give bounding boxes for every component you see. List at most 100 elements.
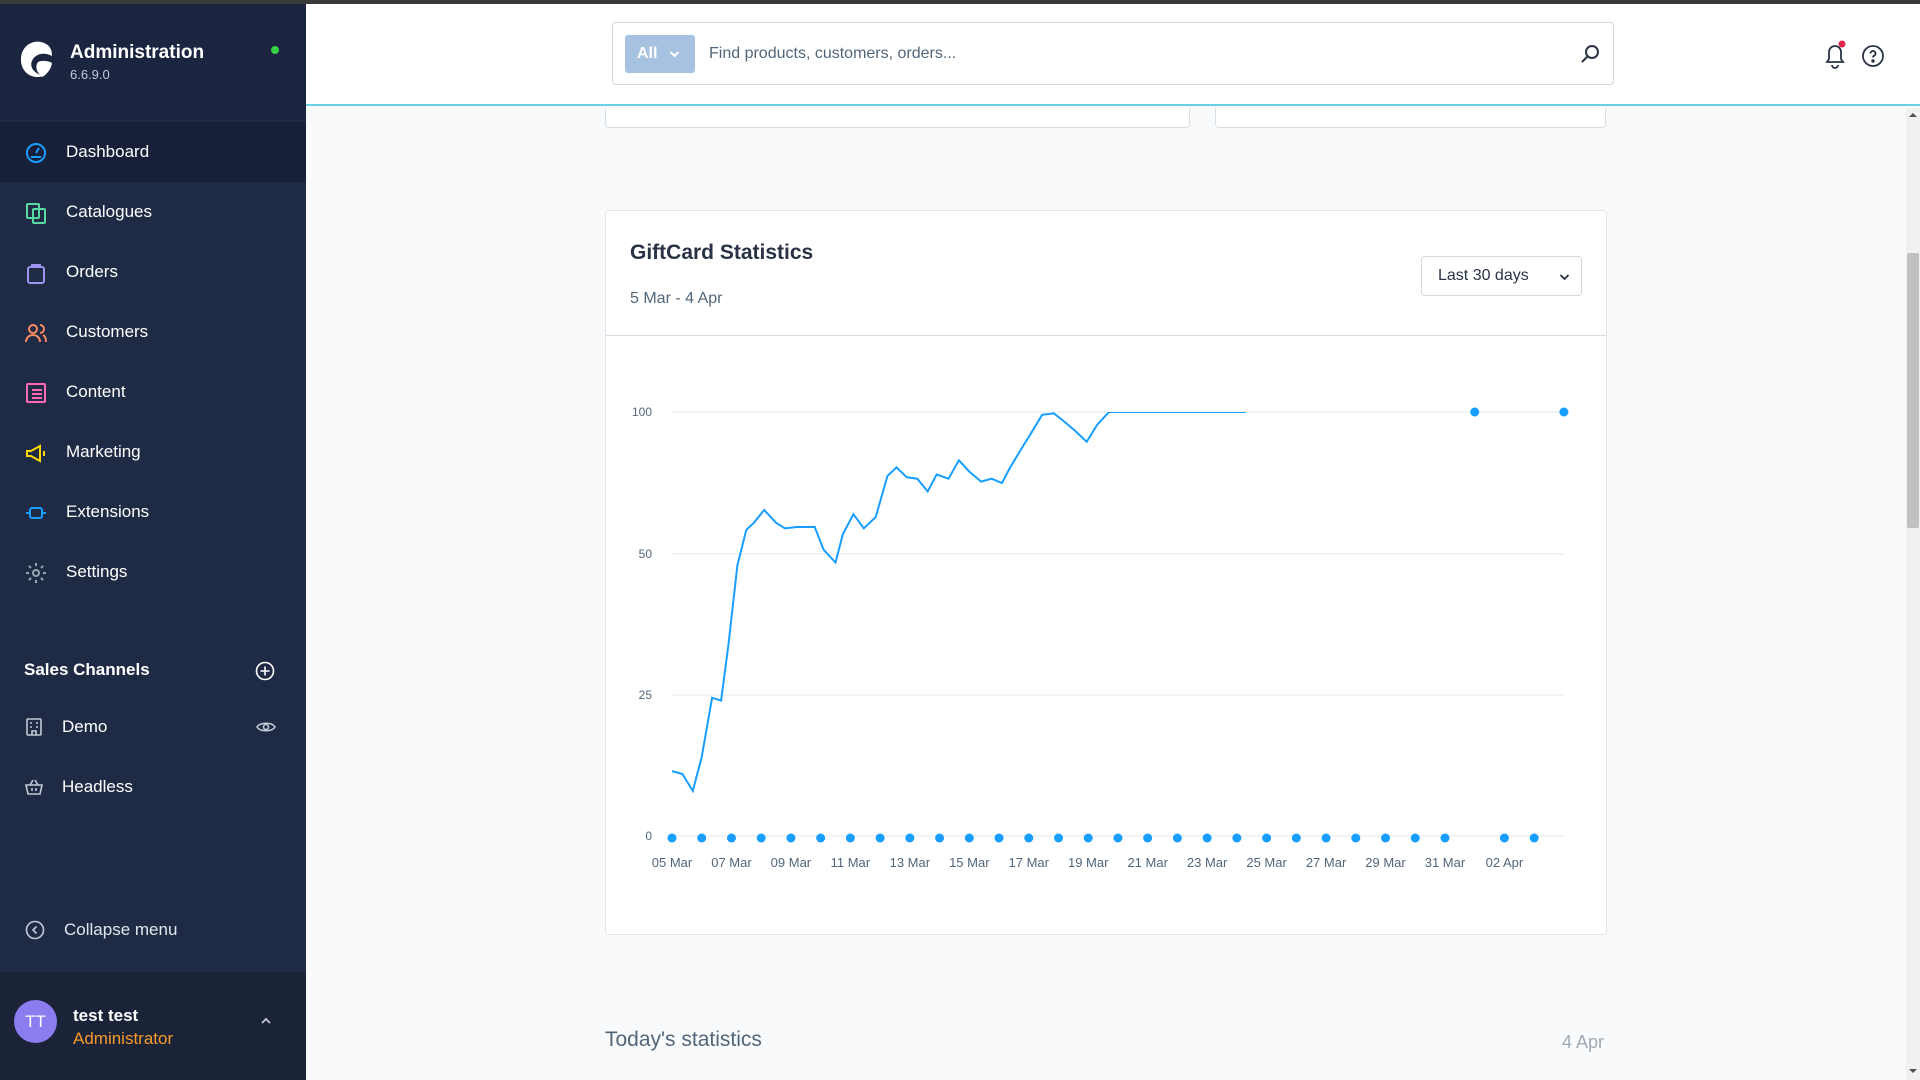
- y-tick-label: 100: [632, 405, 652, 419]
- nav-item-content[interactable]: Content: [0, 362, 306, 422]
- x-tick-label: 05 Mar: [652, 855, 693, 870]
- catalogue-icon: [26, 203, 46, 224]
- range-select-value: Last 30 days: [1438, 267, 1529, 284]
- data-point: [994, 833, 1004, 843]
- nav-item-label: Settings: [66, 562, 128, 581]
- data-point: [816, 833, 826, 843]
- online-status-dot: [271, 46, 279, 54]
- x-tick-label: 17 Mar: [1009, 855, 1050, 870]
- x-tick-label: 13 Mar: [890, 855, 931, 870]
- search-input[interactable]: [709, 35, 1549, 73]
- nav-item-customers[interactable]: Customers: [0, 302, 306, 362]
- data-point: [1083, 833, 1093, 843]
- search-type-dropdown[interactable]: All: [625, 35, 695, 73]
- user-menu[interactable]: TT test test Administrator: [0, 972, 306, 1080]
- data-point: [1529, 833, 1539, 843]
- nav-item-dashboard[interactable]: Dashboard: [0, 122, 306, 182]
- data-point: [1202, 833, 1212, 843]
- data-point: [1559, 407, 1569, 417]
- data-point: [1321, 833, 1331, 843]
- data-point: [1113, 833, 1123, 843]
- y-tick-label: 50: [639, 547, 653, 561]
- main-nav: Dashboard Catalogues Orders Customers Co…: [0, 122, 306, 602]
- help-icon[interactable]: [1861, 44, 1885, 68]
- chevron-down-icon: [1559, 274, 1570, 281]
- brand-version: 6.6.9.0: [70, 67, 110, 82]
- y-tick-label: 25: [639, 688, 653, 702]
- sales-channel-headless[interactable]: Headless: [0, 762, 306, 812]
- collapse-menu-button[interactable]: Collapse menu: [0, 905, 306, 955]
- x-tick-label: 21 Mar: [1127, 855, 1168, 870]
- card-header: GiftCard Statistics 5 Mar - 4 Apr Last 3…: [606, 211, 1606, 336]
- page-scrollbar-thumb[interactable]: [1907, 253, 1919, 528]
- user-name: test test: [73, 1006, 139, 1025]
- nav-item-orders[interactable]: Orders: [0, 242, 306, 302]
- eye-icon[interactable]: [256, 719, 276, 735]
- data-point: [1470, 407, 1480, 417]
- orders-icon: [27, 264, 45, 284]
- add-sales-channel-icon[interactable]: [255, 661, 275, 681]
- content-icon: [26, 383, 46, 403]
- nav-item-label: Extensions: [66, 502, 150, 521]
- previous-card-right: [1215, 108, 1606, 128]
- brand-title: Administration: [70, 42, 205, 63]
- data-point: [667, 833, 677, 843]
- settings-icon: [26, 563, 46, 583]
- customers-icon: [25, 324, 47, 343]
- x-tick-label: 19 Mar: [1068, 855, 1109, 870]
- data-point: [697, 833, 707, 843]
- user-role: Administrator: [73, 1029, 174, 1048]
- nav-item-marketing[interactable]: Marketing: [0, 422, 306, 482]
- sales-channels-header: Sales Channels: [24, 660, 150, 679]
- basket-icon: [25, 779, 43, 795]
- data-point: [1351, 833, 1361, 843]
- shopware-logo-icon: [20, 41, 52, 78]
- x-tick-label: 02 Apr: [1486, 855, 1524, 870]
- series-line: [671, 412, 1246, 794]
- data-point: [756, 833, 766, 843]
- avatar: TT: [14, 1000, 57, 1043]
- chevron-down-icon: [669, 51, 680, 58]
- today-statistics-date: 4 Apr: [1562, 1032, 1605, 1052]
- data-point: [1172, 833, 1182, 843]
- nav-item-label: Customers: [66, 322, 149, 341]
- data-point: [1410, 833, 1420, 843]
- sales-channel-label: Headless: [62, 777, 133, 796]
- collapse-menu-label: Collapse menu: [64, 920, 178, 939]
- sales-channel-demo[interactable]: Demo: [0, 702, 306, 752]
- range-select[interactable]: Last 30 days: [1421, 256, 1582, 296]
- dashboard-icon: [26, 143, 46, 163]
- nav-item-catalogues[interactable]: Catalogues: [0, 182, 306, 242]
- giftcard-chart: 0 25 50 100 05 Mar 07 Mar 09 Mar 11 Mar 13 Mar 15…: [632, 405, 1569, 870]
- data-point: [905, 833, 915, 843]
- nav-item-extensions[interactable]: Extensions: [0, 482, 306, 542]
- giftcard-statistics-card: GiftCard Statistics 5 Mar - 4 Apr Last 3…: [605, 210, 1607, 935]
- scroll-up-arrow-icon[interactable]: [1908, 112, 1918, 118]
- x-tick-label: 31 Mar: [1425, 855, 1466, 870]
- data-point: [726, 833, 736, 843]
- y-tick-label: 0: [645, 829, 652, 843]
- nav-item-label: Marketing: [66, 442, 141, 461]
- nav-item-settings[interactable]: Settings: [0, 542, 306, 602]
- scroll-down-arrow-icon[interactable]: [1908, 1068, 1918, 1074]
- x-tick-label: 27 Mar: [1306, 855, 1347, 870]
- card-title: GiftCard Statistics: [630, 241, 814, 264]
- chevron-left-circle-icon: [25, 920, 45, 940]
- nav-item-label: Orders: [66, 262, 118, 281]
- top-header: All: [306, 4, 1920, 106]
- x-tick-label: 23 Mar: [1187, 855, 1228, 870]
- data-point: [786, 833, 796, 843]
- data-point: [935, 833, 945, 843]
- search-icon[interactable]: [1579, 43, 1601, 65]
- data-point: [875, 833, 885, 843]
- x-tick-label: 07 Mar: [711, 855, 752, 870]
- data-point: [964, 833, 974, 843]
- nav-item-label: Dashboard: [66, 142, 150, 161]
- sales-channel-label: Demo: [62, 717, 108, 736]
- window-top-strip: [0, 0, 1920, 4]
- data-point: [1143, 833, 1153, 843]
- notification-bell-icon[interactable]: [1822, 40, 1848, 70]
- data-point: [1024, 833, 1034, 843]
- nav-item-label: Content: [66, 382, 126, 401]
- data-point: [845, 833, 855, 843]
